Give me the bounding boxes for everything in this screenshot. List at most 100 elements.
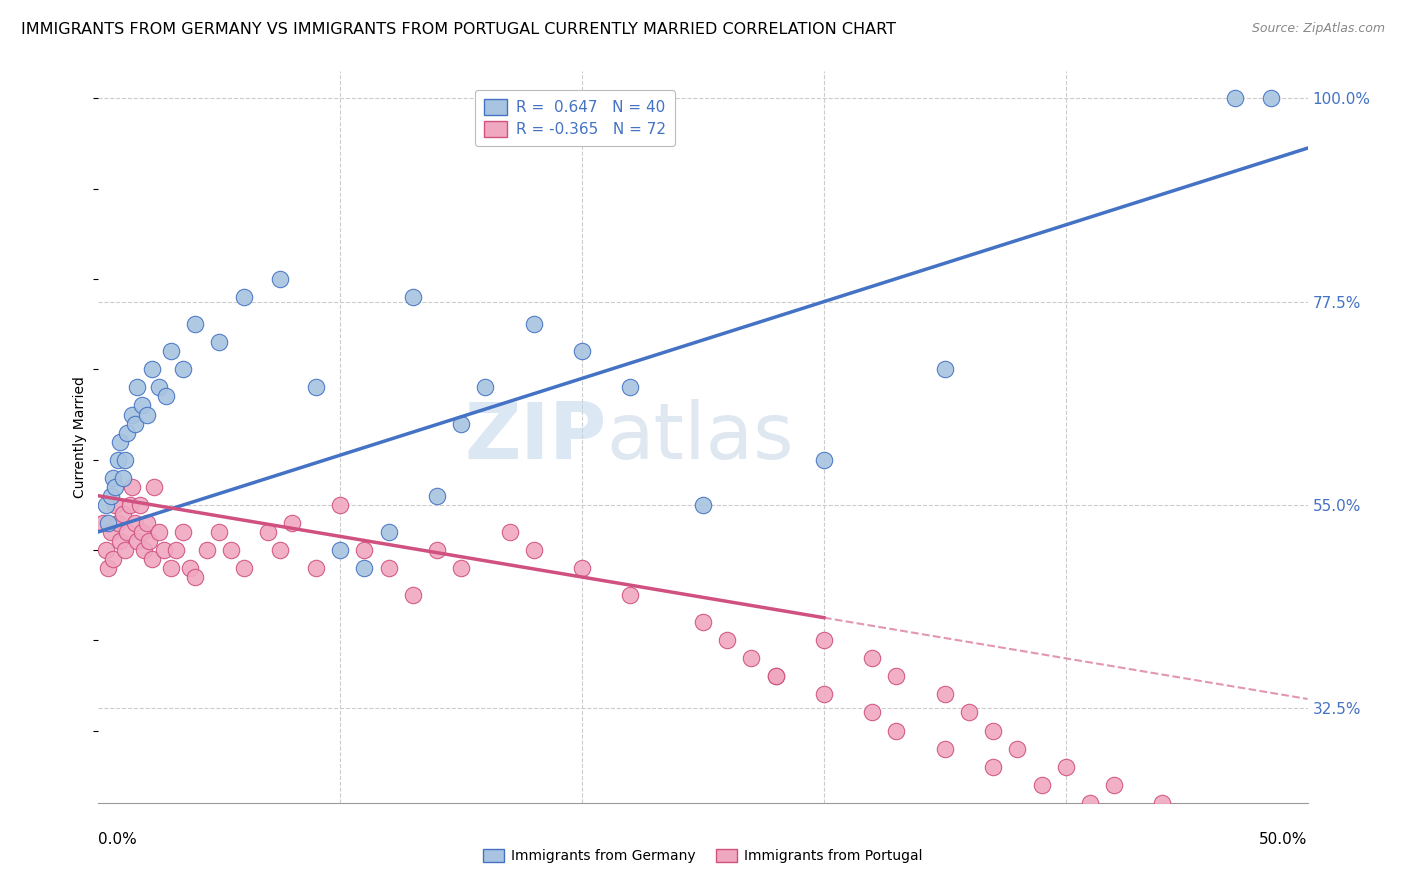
Point [523, 543, 546, 558]
Point [107, 516, 129, 530]
Point [523, 317, 546, 331]
Text: 0.0%: 0.0% [98, 832, 138, 847]
Point [1007, 741, 1029, 756]
Point [104, 498, 127, 512]
Point [107, 452, 129, 467]
Point [141, 552, 163, 566]
Point [208, 335, 231, 350]
Point [377, 561, 399, 575]
Point [329, 543, 352, 558]
Point [329, 498, 352, 512]
Point [155, 389, 177, 403]
Point [1078, 796, 1101, 810]
Point [886, 669, 908, 683]
Text: ZIP: ZIP [464, 399, 606, 475]
Point [450, 417, 472, 431]
Point [143, 480, 166, 494]
Point [97, 561, 120, 575]
Point [934, 362, 956, 376]
Point [1031, 778, 1053, 792]
Point [134, 543, 156, 558]
Point [1175, 814, 1198, 828]
Point [128, 498, 150, 512]
Point [498, 524, 520, 539]
Point [172, 524, 194, 539]
Point [97, 516, 120, 530]
Point [111, 507, 134, 521]
Point [716, 633, 738, 648]
Point [121, 408, 143, 422]
Point [402, 588, 425, 602]
Point [184, 570, 207, 584]
Point [765, 669, 787, 683]
Point [269, 272, 291, 286]
Point [957, 706, 980, 720]
Point [101, 552, 124, 566]
Point [91, 516, 114, 530]
Point [117, 524, 139, 539]
Point [281, 516, 304, 530]
Point [141, 362, 163, 376]
Text: atlas: atlas [606, 399, 794, 475]
Legend: Immigrants from Germany, Immigrants from Portugal: Immigrants from Germany, Immigrants from… [478, 844, 928, 869]
Point [104, 480, 127, 494]
Point [184, 317, 207, 331]
Point [305, 561, 328, 575]
Point [377, 524, 399, 539]
Point [450, 561, 472, 575]
Point [1054, 760, 1077, 774]
Point [100, 524, 122, 539]
Point [1152, 796, 1174, 810]
Point [114, 543, 136, 558]
Point [101, 471, 124, 485]
Point [208, 524, 231, 539]
Point [94, 543, 117, 558]
Point [118, 498, 141, 512]
Point [131, 399, 153, 413]
Point [353, 561, 375, 575]
Point [981, 760, 1004, 774]
Point [571, 561, 593, 575]
Point [117, 425, 139, 440]
Point [111, 471, 134, 485]
Point [305, 380, 328, 394]
Text: Source: ZipAtlas.com: Source: ZipAtlas.com [1251, 22, 1385, 36]
Point [1223, 91, 1246, 105]
Point [232, 290, 254, 304]
Point [152, 543, 174, 558]
Point [1128, 814, 1150, 828]
Point [353, 543, 375, 558]
Point [131, 524, 153, 539]
Point [94, 498, 117, 512]
Point [135, 408, 157, 422]
Text: IMMIGRANTS FROM GERMANY VS IMMIGRANTS FROM PORTUGAL CURRENTLY MARRIED CORRELATIO: IMMIGRANTS FROM GERMANY VS IMMIGRANTS FR… [21, 22, 896, 37]
Point [1223, 831, 1246, 846]
Point [108, 533, 131, 548]
Point [813, 452, 835, 467]
Point [221, 543, 243, 558]
Point [692, 498, 714, 512]
Point [813, 633, 835, 648]
Y-axis label: Currently Married: Currently Married [73, 376, 87, 498]
Point [172, 362, 194, 376]
Point [179, 561, 201, 575]
Point [138, 533, 160, 548]
Point [934, 688, 956, 702]
Point [108, 434, 131, 449]
Point [124, 417, 146, 431]
Point [740, 651, 762, 665]
Point [256, 524, 278, 539]
Point [232, 561, 254, 575]
Point [100, 489, 122, 503]
Point [619, 588, 641, 602]
Point [114, 452, 136, 467]
Point [160, 344, 183, 359]
Point [148, 524, 170, 539]
Point [860, 651, 883, 665]
Point [813, 688, 835, 702]
Point [165, 543, 187, 558]
Point [195, 543, 218, 558]
Point [127, 380, 149, 394]
Point [571, 344, 593, 359]
Point [474, 380, 496, 394]
